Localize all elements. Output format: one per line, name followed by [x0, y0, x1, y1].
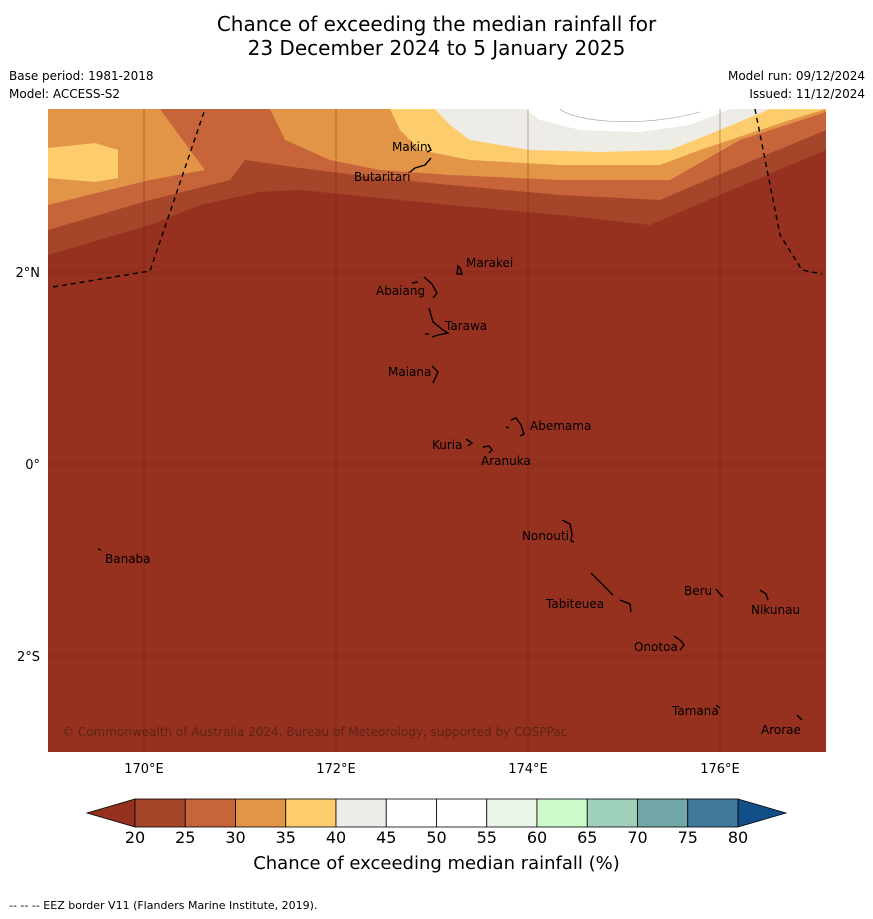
island-shape-abemama-w — [505, 426, 510, 429]
island-outlines — [97, 143, 803, 721]
island-shape-onotoa — [673, 635, 685, 651]
island-shape-tabiteuea-s — [619, 599, 632, 613]
colorbar-tick-label: 75 — [678, 828, 698, 847]
colorbar-extend-high — [737, 798, 788, 828]
label-tamana: Tamana — [671, 704, 719, 718]
label-marakei: Marakei — [466, 256, 513, 270]
island-shape-tarawa — [428, 307, 450, 338]
island-shape-makin — [426, 143, 432, 153]
label-arorae: Arorae — [761, 723, 801, 737]
colorbar-segment — [385, 798, 437, 828]
label-abemama: Abemama — [530, 419, 591, 433]
label-abaiang: Abaiang — [376, 284, 425, 298]
title-line-1: Chance of exceeding the median rainfall … — [216, 12, 657, 36]
colorbar-segment — [486, 798, 538, 828]
label-nonouti: Nonouti — [522, 529, 569, 543]
colorbar-segment — [637, 798, 689, 828]
map-title: Chance of exceeding the median rainfall … — [0, 12, 873, 60]
label-beru: Beru — [684, 584, 712, 598]
contour-line — [559, 109, 701, 122]
island-shape-maiana — [431, 365, 439, 384]
colorbar-segment — [235, 798, 287, 828]
island-shape-arorae — [796, 714, 803, 721]
colorbar-tick-label: 70 — [627, 828, 647, 847]
meta-left: Base period: 1981-2018 Model: ACCESS-S2 — [9, 67, 154, 103]
island-shape-nonouti — [561, 519, 575, 543]
label-banaba: Banaba — [105, 552, 151, 566]
label-onotoa: Onotoa — [634, 640, 678, 654]
label-kuria: Kuria — [432, 438, 463, 452]
issued-date: Issued: 11/12/2024 — [749, 87, 865, 101]
band-45-55 — [525, 109, 730, 132]
band-below-20 — [48, 109, 826, 752]
meta-right: Model run: 09/12/2024 Issued: 11/12/2024 — [728, 67, 865, 103]
colorbar-segment — [586, 798, 638, 828]
island-shape-beru — [715, 588, 724, 598]
colorbar-segment — [134, 798, 186, 828]
colorbar-segment — [335, 798, 387, 828]
lat-tick-2n: 2°N — [16, 266, 41, 281]
lon-tick-174: 174°E — [508, 762, 548, 777]
colorbar-tick-label: 65 — [577, 828, 597, 847]
island-shape-abaiang — [423, 276, 438, 299]
island-shape-aranuka — [482, 445, 493, 454]
axis-labels: 170°E 172°E 174°E 176°E 2°N 0° 2°S — [16, 266, 740, 777]
island-shape-tabiteuea — [590, 572, 614, 596]
island-labels: Makin Butaritari Marakei Abaiang Tarawa … — [105, 140, 801, 737]
label-butaritari: Butaritari — [354, 170, 411, 184]
label-nikunau: Nikunau — [751, 603, 800, 617]
label-tabiteuea: Tabiteuea — [545, 597, 604, 611]
colorbar-tick-label: 30 — [225, 828, 245, 847]
island-shape-abemama — [510, 417, 525, 437]
colorbar-tick-label: 25 — [175, 828, 195, 847]
island-shape-nikunau — [759, 589, 769, 601]
colorbar-tick-label: 45 — [376, 828, 396, 847]
colorbar-tick-label: 50 — [426, 828, 446, 847]
colorbar-label: Chance of exceeding median rainfall (%) — [253, 853, 620, 874]
colorbar-segment — [285, 798, 337, 828]
colorbar-extend-low — [85, 798, 136, 828]
colorbar-segment — [184, 798, 236, 828]
colorbar-tick-label: 80 — [728, 828, 748, 847]
lon-tick-172: 172°E — [316, 762, 356, 777]
label-aranuka: Aranuka — [481, 454, 531, 468]
island-shape-butaritari — [409, 157, 432, 173]
colorbar-tick-label: 60 — [527, 828, 547, 847]
eez-border-east — [754, 109, 823, 275]
band-35-40-west — [48, 143, 118, 182]
island-shape-marakei — [456, 264, 463, 275]
lat-tick-2s: 2°S — [17, 650, 40, 665]
title-line-2: 23 December 2024 to 5 January 2025 — [247, 36, 626, 60]
label-maiana: Maiana — [388, 365, 431, 379]
island-shape-abaiang-w — [411, 281, 419, 284]
colorbar-tick-label: 40 — [326, 828, 346, 847]
colorbar-segment — [536, 798, 588, 828]
map-area: Makin Butaritari Marakei Abaiang Tarawa … — [48, 109, 826, 752]
colorbar-tick-label: 20 — [125, 828, 145, 847]
eez-footnote: -- -- -- EEZ border V11 (Flanders Marine… — [9, 899, 318, 912]
island-shape-tamana — [715, 704, 721, 709]
colorbar: 20 25 30 35 40 45 50 55 60 65 70 75 80 — [85, 798, 788, 847]
lon-tick-176: 176°E — [700, 762, 740, 777]
colorbar-tick-label: 35 — [276, 828, 296, 847]
label-makin: Makin — [392, 140, 428, 154]
graticule — [48, 109, 826, 752]
model-run: Model run: 09/12/2024 — [727, 69, 865, 83]
lat-tick-0: 0° — [25, 458, 40, 473]
model-name: Model: ACCESS-S2 — [9, 87, 121, 101]
colorbar-tick-label: 55 — [477, 828, 497, 847]
label-tarawa: Tarawa — [444, 319, 487, 333]
copyright-text: © Commonwealth of Australia 2024, Bureau… — [62, 725, 567, 739]
island-shape-banaba — [97, 548, 102, 551]
base-period: Base period: 1981-2018 — [9, 69, 154, 83]
colorbar-segment — [436, 798, 488, 828]
island-shape-kuria — [465, 438, 474, 447]
lon-tick-170: 170°E — [124, 762, 164, 777]
colorbar-segment — [687, 798, 739, 828]
